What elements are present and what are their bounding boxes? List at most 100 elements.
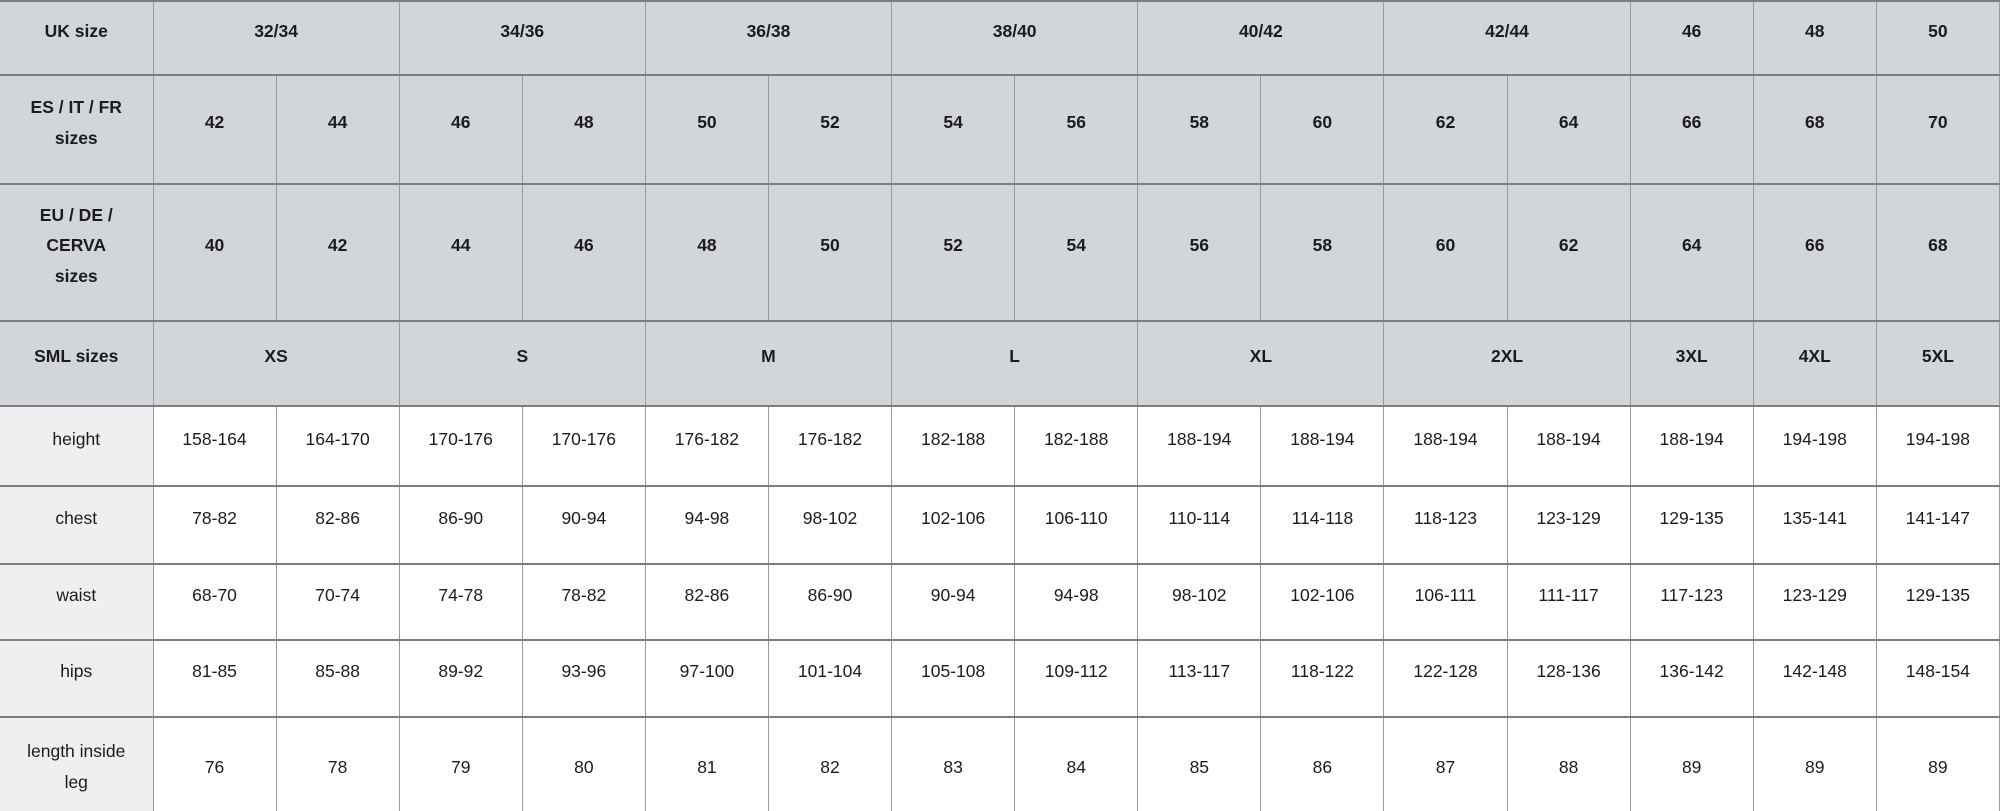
size-cell: 48 bbox=[645, 184, 769, 322]
size-cell: 48 bbox=[1753, 1, 1877, 76]
measurement-cell: 102-106 bbox=[891, 486, 1016, 565]
measurement-cell: 94-98 bbox=[645, 486, 769, 565]
size-cell: 40 bbox=[153, 184, 277, 322]
measurement-cell: 89 bbox=[1876, 717, 2000, 811]
size-cell: 60 bbox=[1260, 75, 1385, 185]
measurement-cell: 102-106 bbox=[1260, 564, 1385, 641]
measurement-cell: 170-176 bbox=[522, 406, 646, 487]
measurement-cell: 82-86 bbox=[645, 564, 769, 641]
size-cell: 40/42 bbox=[1137, 1, 1385, 76]
measurement-cell: 90-94 bbox=[522, 486, 646, 565]
size-cell: 66 bbox=[1753, 184, 1877, 322]
measurement-cell: 89 bbox=[1630, 717, 1754, 811]
measurement-cell: 90-94 bbox=[891, 564, 1016, 641]
measurement-cell: 188-194 bbox=[1383, 406, 1508, 487]
measurement-cell: 158-164 bbox=[153, 406, 277, 487]
row-header-cell: height bbox=[0, 406, 154, 487]
size-cell: 56 bbox=[1014, 75, 1139, 185]
measurement-cell: 188-194 bbox=[1630, 406, 1754, 487]
measurement-cell: 79 bbox=[399, 717, 523, 811]
size-cell: 46 bbox=[522, 184, 646, 322]
row-header-cell: EU / DE / CERVA sizes bbox=[0, 184, 154, 322]
size-cell: 64 bbox=[1507, 75, 1631, 185]
row-header-cell: hips bbox=[0, 640, 154, 718]
measurement-cell: 117-123 bbox=[1630, 564, 1754, 641]
measurement-cell: 176-182 bbox=[645, 406, 769, 487]
size-cell: 3XL bbox=[1630, 321, 1754, 407]
size-cell: 42/44 bbox=[1383, 1, 1631, 76]
measurement-cell: 176-182 bbox=[768, 406, 893, 487]
measurement-cell: 122-128 bbox=[1383, 640, 1508, 718]
measurement-cell: 86-90 bbox=[399, 486, 523, 565]
measurement-cell: 78 bbox=[276, 717, 400, 811]
table-row: waist 68-70 70-74 74-78 78-82 82-86 86-90 90-94… bbox=[0, 564, 2000, 641]
size-cell: 68 bbox=[1753, 75, 1877, 185]
size-cell: 46 bbox=[399, 75, 523, 185]
table-row: height 158-164 164-170 170-176 170-176 176-18… bbox=[0, 406, 2000, 487]
size-cell: 34/36 bbox=[399, 1, 646, 76]
size-cell: 38/40 bbox=[891, 1, 1139, 76]
size-cell: 4XL bbox=[1753, 321, 1877, 407]
measurement-cell: 78-82 bbox=[522, 564, 646, 641]
measurement-cell: 101-104 bbox=[768, 640, 893, 718]
size-cell: 44 bbox=[399, 184, 523, 322]
size-cell: 54 bbox=[1014, 184, 1139, 322]
size-cell: 56 bbox=[1137, 184, 1262, 322]
size-cell: 54 bbox=[891, 75, 1016, 185]
measurement-cell: 98-102 bbox=[1137, 564, 1262, 641]
measurement-cell: 164-170 bbox=[276, 406, 400, 487]
size-cell: 52 bbox=[768, 75, 893, 185]
measurement-cell: 88 bbox=[1507, 717, 1631, 811]
measurement-cell: 135-141 bbox=[1753, 486, 1877, 565]
size-cell: 5XL bbox=[1876, 321, 2000, 407]
measurement-cell: 111-117 bbox=[1507, 564, 1631, 641]
measurement-cell: 82-86 bbox=[276, 486, 400, 565]
size-cell: 66 bbox=[1630, 75, 1754, 185]
measurement-cell: 82 bbox=[768, 717, 893, 811]
measurement-cell: 84 bbox=[1014, 717, 1139, 811]
size-cell: 62 bbox=[1383, 75, 1508, 185]
measurement-cell: 188-194 bbox=[1260, 406, 1385, 487]
measurement-cell: 74-78 bbox=[399, 564, 523, 641]
measurement-cell: 110-114 bbox=[1137, 486, 1262, 565]
measurement-cell: 87 bbox=[1383, 717, 1508, 811]
size-cell: 60 bbox=[1383, 184, 1508, 322]
measurement-cell: 89-92 bbox=[399, 640, 523, 718]
measurement-cell: 81-85 bbox=[153, 640, 277, 718]
measurement-cell: 123-129 bbox=[1753, 564, 1877, 641]
size-cell: 58 bbox=[1260, 184, 1385, 322]
measurement-cell: 188-194 bbox=[1507, 406, 1631, 487]
measurement-cell: 170-176 bbox=[399, 406, 523, 487]
size-cell: 32/34 bbox=[153, 1, 400, 76]
measurement-cell: 106-110 bbox=[1014, 486, 1139, 565]
measurement-cell: 128-136 bbox=[1507, 640, 1631, 718]
measurement-cell: 136-142 bbox=[1630, 640, 1754, 718]
size-cell: XL bbox=[1137, 321, 1385, 407]
measurement-cell: 194-198 bbox=[1753, 406, 1877, 487]
measurement-cell: 85-88 bbox=[276, 640, 400, 718]
table-row: ES / IT / FR sizes 42 44 46 48 50 52 54 56 58 60 62… bbox=[0, 75, 2000, 185]
measurement-cell: 105-108 bbox=[891, 640, 1016, 718]
row-header-cell: length inside leg bbox=[0, 717, 154, 811]
size-cell: 48 bbox=[522, 75, 646, 185]
size-cell: M bbox=[645, 321, 893, 407]
measurement-cell: 83 bbox=[891, 717, 1016, 811]
measurement-cell: 182-188 bbox=[891, 406, 1016, 487]
size-cell: XS bbox=[153, 321, 400, 407]
size-cell: 46 bbox=[1630, 1, 1754, 76]
measurement-cell: 86 bbox=[1260, 717, 1385, 811]
row-header-cell: waist bbox=[0, 564, 154, 641]
measurement-cell: 118-123 bbox=[1383, 486, 1508, 565]
size-cell: 42 bbox=[153, 75, 277, 185]
size-cell: 44 bbox=[276, 75, 400, 185]
size-cell: S bbox=[399, 321, 646, 407]
size-cell: 52 bbox=[891, 184, 1016, 322]
size-cell: 36/38 bbox=[645, 1, 893, 76]
size-cell: 70 bbox=[1876, 75, 2000, 185]
measurement-cell: 141-147 bbox=[1876, 486, 2000, 565]
table-row: hips 81-85 85-88 89-92 93-96 97-100 101-104 105… bbox=[0, 640, 2000, 718]
row-header-cell: ES / IT / FR sizes bbox=[0, 75, 154, 185]
row-header-cell: chest bbox=[0, 486, 154, 565]
measurement-cell: 114-118 bbox=[1260, 486, 1385, 565]
measurement-cell: 81 bbox=[645, 717, 769, 811]
